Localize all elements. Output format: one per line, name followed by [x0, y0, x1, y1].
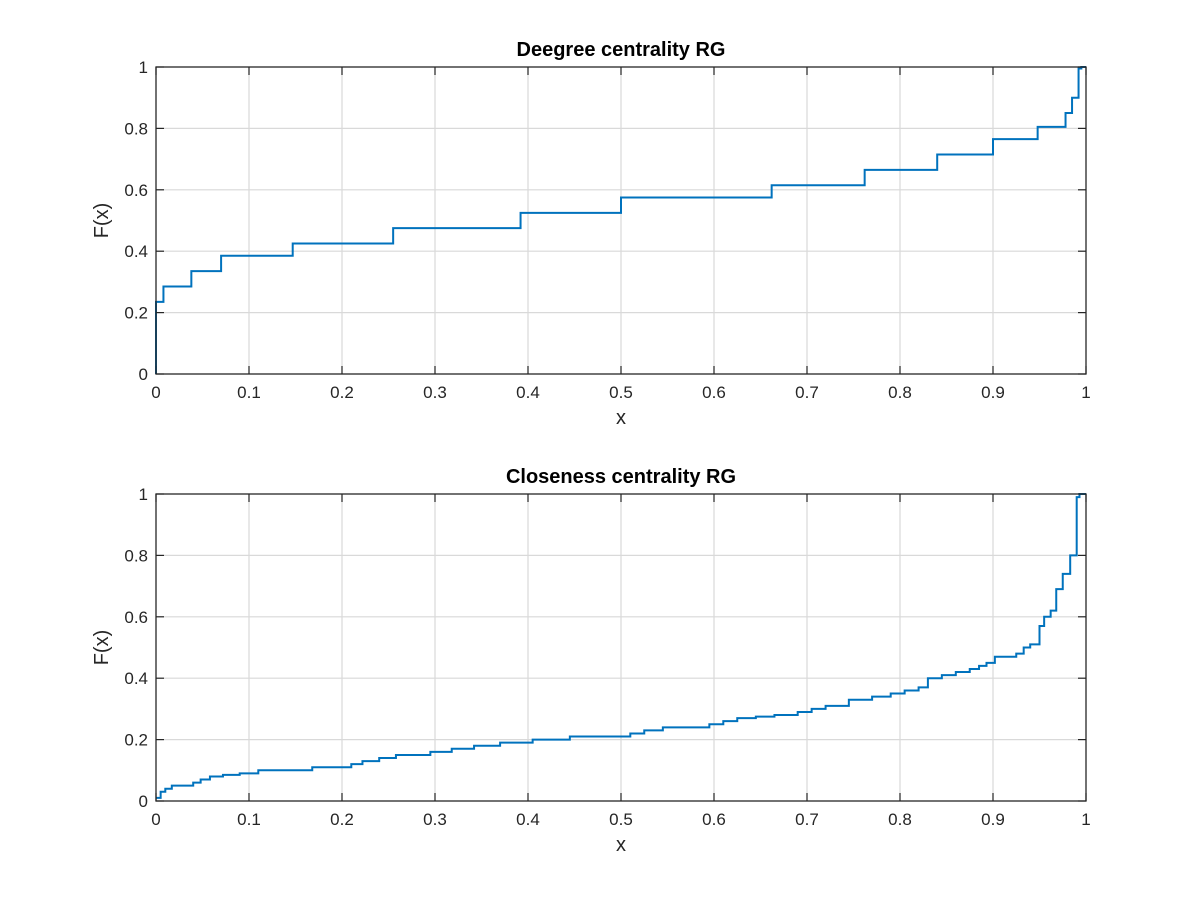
chart-title: Closeness centrality RG	[506, 466, 736, 488]
x-tick-label: 0.9	[981, 383, 1005, 402]
x-axis-label: x	[616, 834, 626, 856]
y-tick-label: 0.2	[124, 304, 148, 323]
x-axis-label: x	[616, 407, 626, 429]
series-line	[156, 493, 1086, 799]
y-tick-label: 0.8	[124, 119, 148, 138]
y-tick-label: 0.6	[124, 608, 148, 627]
y-tick-label: 0.2	[124, 731, 148, 750]
x-tick-label: 0.2	[330, 383, 354, 402]
x-tick-label: 0.6	[702, 810, 726, 829]
x-tick-label: 0.7	[795, 383, 819, 402]
y-tick-label: 0.6	[124, 181, 148, 200]
x-tick-label: 0.3	[423, 383, 447, 402]
x-tick-label: 0	[151, 810, 160, 829]
x-tick-label: 0.1	[237, 383, 261, 402]
x-tick-label: 0.5	[609, 383, 633, 402]
subplot-2: 0 0.1 0.2 0.3 0.4 0.5 0.6 0.7 0.8 0.9 1 0 0.2 0.4 0.6 0…	[91, 466, 1091, 856]
y-tick-label: 0.8	[124, 546, 148, 565]
y-tick-label: 0.4	[124, 242, 148, 261]
y-tick-label: 1	[139, 485, 148, 504]
x-tick-label: 0.4	[516, 383, 540, 402]
subplot-1: 0 0.1 0.2 0.3 0.4 0.5 0.6 0.7 0.8 0.9 1 0 0.2 0.4 0.6 0…	[91, 39, 1091, 429]
y-tick-label: 0.4	[124, 669, 148, 688]
x-tick-label: 0.8	[888, 810, 912, 829]
x-tick-label: 0.7	[795, 810, 819, 829]
x-tick-label: 1	[1081, 810, 1090, 829]
y-axis-label: F(x)	[91, 203, 113, 239]
chart-title: Deegree centrality RG	[517, 39, 726, 61]
x-tick-label: 0.5	[609, 810, 633, 829]
x-tick-label: 0.8	[888, 383, 912, 402]
x-tick-label: 1	[1081, 383, 1090, 402]
x-tick-label: 0.1	[237, 810, 261, 829]
x-tick-label: 0.3	[423, 810, 447, 829]
x-tick-label: 0.2	[330, 810, 354, 829]
y-tick-label: 0	[139, 365, 148, 384]
y-tick-label: 0	[139, 792, 148, 811]
x-tick-label: 0.4	[516, 810, 540, 829]
series-line	[155, 66, 1086, 374]
x-tick-label: 0.6	[702, 383, 726, 402]
x-tick-label: 0	[151, 383, 160, 402]
x-tick-label: 0.9	[981, 810, 1005, 829]
y-tick-label: 1	[139, 58, 148, 77]
y-axis-label: F(x)	[91, 630, 113, 666]
